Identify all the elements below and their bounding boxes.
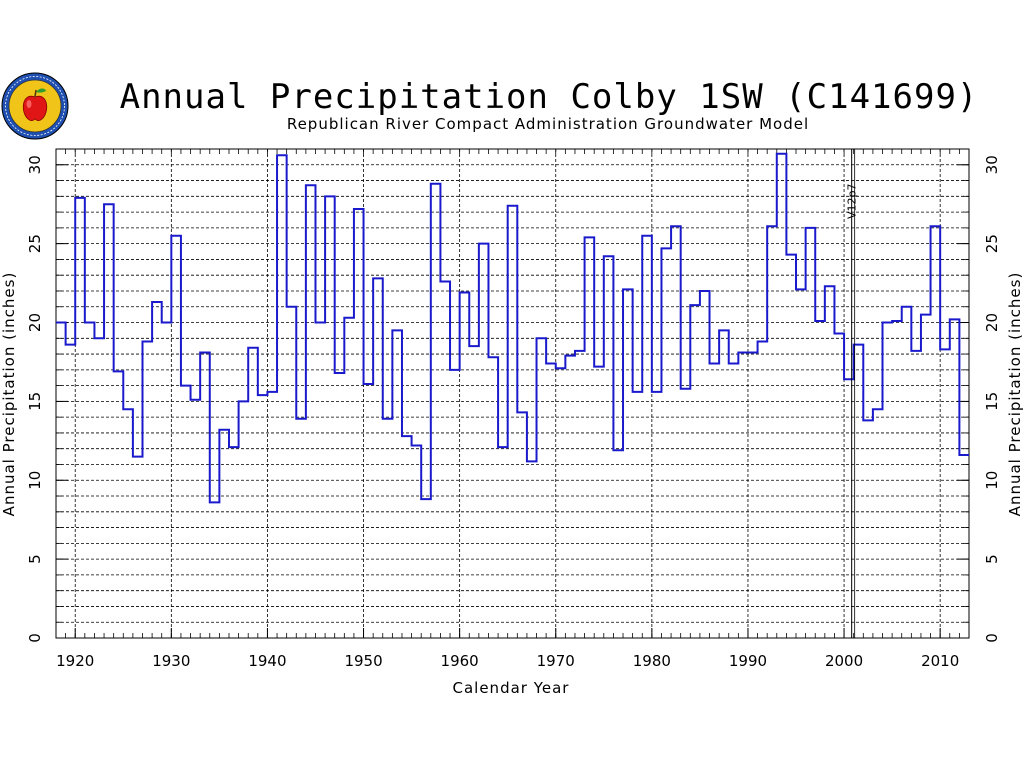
y-tick-label: 25 — [26, 234, 44, 253]
plot-frame — [55, 148, 970, 639]
y-axis-left: 0 5 10 15 20 25 30 — [26, 148, 68, 643]
y-tick-label: 10 — [26, 471, 44, 490]
precipitation-step-line — [56, 152, 969, 504]
apple-seal-logo — [1, 72, 69, 140]
y-axis-label-right: Annual Precipitation (inches) — [1006, 272, 1024, 517]
annotation-label: V12p7 — [846, 183, 859, 219]
y-tick-label: 20 — [983, 313, 1001, 332]
grid-lines — [56, 149, 969, 638]
x-tick-label: 2010 — [921, 652, 959, 670]
x-tick-label: 2000 — [825, 652, 863, 670]
y-axis-right: 0 5 10 15 20 25 30 — [957, 148, 1001, 643]
y-tick-label: 15 — [983, 392, 1001, 411]
y-tick-label: 20 — [26, 313, 44, 332]
y-tick-label: 25 — [983, 234, 1001, 253]
y-tick-label: 30 — [26, 155, 44, 174]
plot-border — [55, 148, 970, 639]
y-tick-label: 30 — [983, 155, 1001, 174]
x-axis-label: Calendar Year — [453, 679, 570, 697]
x-tick-label: 1970 — [537, 652, 575, 670]
y-axis-label-left: Annual Precipitation (inches) — [0, 272, 18, 517]
x-tick-label: 1920 — [56, 652, 94, 670]
series-group — [56, 152, 969, 504]
x-tick-label: 1980 — [633, 652, 671, 670]
x-axis: 1920 1930 1940 1950 1960 1970 1980 1990 2000 2010 — [55, 149, 970, 670]
y-tick-label: 15 — [26, 392, 44, 411]
x-tick-label: 1930 — [152, 652, 190, 670]
y-tick-label: 5 — [983, 554, 1001, 564]
y-tick-label: 10 — [983, 471, 1001, 490]
chart-title: Annual Precipitation Colby 1SW (C141699) — [120, 77, 979, 117]
x-tick-label: 1990 — [729, 652, 767, 670]
annotations: V12p7 — [846, 149, 859, 638]
x-tick-label: 1940 — [248, 652, 286, 670]
y-tick-label: 5 — [26, 554, 44, 564]
x-tick-label: 1960 — [441, 652, 479, 670]
y-tick-label: 0 — [26, 633, 44, 643]
chart-subtitle: Republican River Compact Administration … — [287, 115, 809, 133]
x-tick-label: 1950 — [344, 652, 382, 670]
y-tick-label: 0 — [983, 633, 1001, 643]
